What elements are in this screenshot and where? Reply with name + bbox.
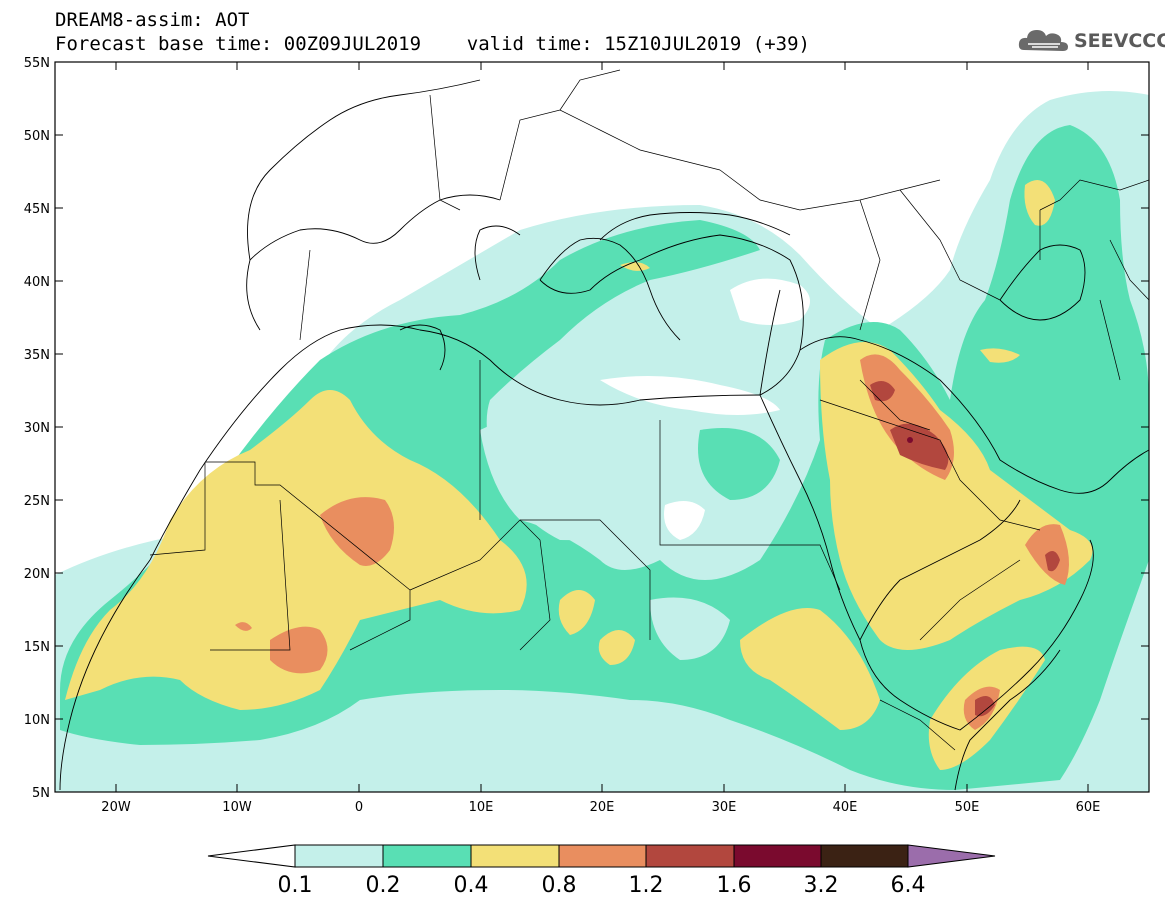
lon-tick-label: 20E bbox=[590, 800, 615, 815]
forecast-time-subtitle: Forecast base time: 00Z09JUL2019 valid t… bbox=[55, 33, 810, 55]
seevccc-logo: SEEVCCC bbox=[1018, 26, 1165, 56]
aot-level-below-0.1 bbox=[600, 278, 810, 540]
colorbar-segment bbox=[294, 844, 384, 868]
colorbar-segment bbox=[907, 844, 996, 868]
lon-tick-label: 40E bbox=[833, 800, 858, 815]
lon-tick-label: 0 bbox=[355, 800, 363, 815]
lat-tick-label: 55N bbox=[24, 56, 50, 71]
colorbar-label: 6.4 bbox=[891, 873, 926, 898]
lat-tick-label: 15N bbox=[24, 640, 50, 655]
colorbar-label: 0.4 bbox=[454, 873, 489, 898]
lat-tick-label: 35N bbox=[24, 348, 50, 363]
lat-tick-label: 5N bbox=[32, 786, 50, 801]
aot-level-1.2 bbox=[870, 381, 1060, 717]
colorbar-segment bbox=[645, 844, 735, 868]
lat-tick-label: 10N bbox=[24, 713, 50, 728]
colorbar-label: 1.2 bbox=[629, 873, 664, 898]
colorbar-labels: 0.1 0.2 0.4 0.8 1.2 1.6 3.2 6.4 bbox=[278, 873, 926, 898]
lon-tick-label: 30E bbox=[712, 800, 737, 815]
lat-axis: 55N 50N 45N 40N 35N 30N 25N 20N 15N 10N … bbox=[24, 56, 1149, 801]
lat-tick-label: 25N bbox=[24, 494, 50, 509]
colorbar-label: 1.6 bbox=[717, 873, 752, 898]
colorbar-label: 0.2 bbox=[366, 873, 401, 898]
colorbar bbox=[207, 844, 996, 868]
colorbar-label: 0.1 bbox=[278, 873, 313, 898]
colorbar-label: 3.2 bbox=[804, 873, 839, 898]
cloud-icon bbox=[1018, 30, 1068, 51]
colorbar-segment bbox=[470, 844, 560, 868]
chart-title: DREAM8-assim: AOT bbox=[55, 9, 250, 31]
lon-axis: 20W 10W 0 10E 20E 30E 40E 50E 60E bbox=[101, 62, 1100, 815]
colorbar-segment bbox=[558, 844, 647, 868]
colorbar-segment bbox=[820, 844, 909, 868]
aot-level-1.6 bbox=[907, 437, 913, 443]
colorbar-segment bbox=[207, 844, 296, 868]
lon-tick-label: 10W bbox=[222, 800, 252, 815]
lat-tick-label: 30N bbox=[24, 421, 50, 436]
lat-tick-label: 50N bbox=[24, 129, 50, 144]
logo-text: SEEVCCC bbox=[1074, 30, 1165, 52]
lon-tick-label: 60E bbox=[1076, 800, 1101, 815]
aot-field bbox=[55, 91, 1149, 792]
coastlines bbox=[59, 79, 1149, 791]
lat-tick-label: 40N bbox=[24, 275, 50, 290]
aot-level-0.1-inner bbox=[480, 416, 730, 660]
colorbar-segment bbox=[733, 844, 822, 868]
lon-tick-label: 20W bbox=[101, 800, 131, 815]
lat-tick-label: 20N bbox=[24, 567, 50, 582]
colorbar-segment bbox=[382, 844, 472, 868]
lon-tick-label: 10E bbox=[469, 800, 494, 815]
lat-tick-label: 45N bbox=[24, 202, 50, 217]
lon-tick-label: 50E bbox=[955, 800, 980, 815]
country-borders bbox=[149, 69, 1149, 751]
colorbar-label: 0.8 bbox=[542, 873, 577, 898]
